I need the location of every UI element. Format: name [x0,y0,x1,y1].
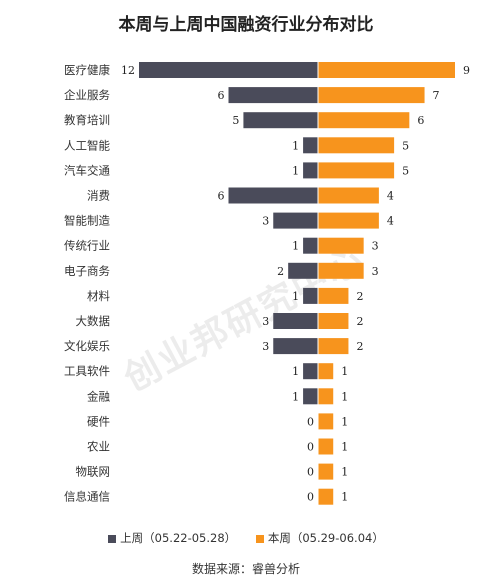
category-label: 消费 [87,189,110,203]
bar-this-week [318,488,334,505]
category-label: 企业服务 [64,88,110,102]
value-label-last-week: 3 [262,315,269,328]
value-label-this-week: 1 [341,365,348,378]
bar-last-week [273,313,318,329]
bar-this-week [318,413,334,430]
chart-title: 本周与上周中国融资行业分布对比 [118,15,374,35]
bar-this-week [318,388,334,405]
value-label-last-week: 1 [292,164,299,177]
value-label-last-week: 5 [232,114,239,127]
bar-this-week [318,237,364,254]
category-label: 工具软件 [64,364,110,378]
value-label-last-week: 3 [262,340,269,353]
category-label: 教育培训 [64,113,110,127]
value-label-this-week: 1 [341,466,348,479]
bar-last-week [243,112,318,129]
category-label: 文化娱乐 [64,339,110,353]
value-label-last-week: 6 [218,89,225,102]
value-label-this-week: 4 [387,215,394,228]
legend-item-last-week: 上周（05.22-05.28） [108,530,236,546]
bar-this-week [318,62,455,78]
bar-last-week [228,87,318,104]
bar-this-week [318,262,364,279]
category-label: 硬件 [87,414,110,428]
bar-last-week [303,363,318,380]
bar-last-week [228,187,318,204]
value-label-this-week: 3 [372,240,379,253]
bar-last-week [303,162,318,179]
legend-item-this-week: 本周（05.29-06.04） [255,530,384,546]
value-label-this-week: 5 [402,139,409,152]
value-label-this-week: 2 [356,340,363,353]
bar-this-week [318,438,334,455]
value-label-this-week: 6 [417,114,424,127]
bar-last-week [303,137,318,154]
category-label: 智能制造 [64,214,110,228]
value-label-last-week: 12 [121,64,135,77]
legend: 上周（05.22-05.28） 本周（05.29-06.04） [0,530,492,546]
value-label-last-week: 0 [307,415,314,428]
bar-this-week [318,212,379,229]
bar-this-week [318,162,395,179]
category-label: 传统行业 [64,239,110,253]
category-label: 材料 [87,289,110,303]
value-label-last-week: 1 [292,139,299,152]
bar-this-week [318,363,334,380]
bar-last-week [303,388,318,405]
value-label-last-week: 2 [277,265,284,278]
category-label: 大数据 [76,314,111,328]
bar-last-week [273,338,318,355]
value-label-last-week: 0 [307,466,314,479]
category-label: 汽车交通 [64,163,110,177]
value-label-this-week: 3 [372,265,379,278]
value-label-last-week: 1 [292,290,299,303]
category-label: 信息通信 [64,490,110,504]
category-label: 电子商务 [64,264,110,278]
category-label: 物联网 [76,465,111,479]
bar-this-week [318,137,395,154]
value-label-this-week: 9 [463,64,470,77]
legend-swatch-this-week [255,534,264,543]
value-label-this-week: 1 [341,415,348,428]
bar-last-week [303,287,318,304]
value-label-this-week: 1 [341,441,348,454]
bar-last-week [273,212,318,229]
legend-swatch-last-week [108,534,117,543]
value-label-last-week: 1 [292,390,299,403]
source-note: 数据来源：睿兽分析 [191,562,300,576]
bar-this-week [318,313,349,329]
bar-this-week [318,112,410,129]
bar-last-week [288,262,318,279]
value-label-last-week: 0 [307,441,314,454]
category-label: 农业 [87,440,110,454]
category-label: 人工智能 [64,138,110,152]
bar-this-week [318,338,349,355]
value-label-this-week: 7 [433,89,440,102]
value-label-this-week: 2 [356,315,363,328]
bar-last-week [303,237,318,254]
category-label: 金融 [87,389,110,403]
value-label-last-week: 0 [307,491,314,504]
category-label: 医疗健康 [64,63,110,77]
value-label-this-week: 2 [356,290,363,303]
value-label-this-week: 5 [402,164,409,177]
value-label-this-week: 1 [341,390,348,403]
bar-this-week [318,463,334,480]
value-label-last-week: 3 [262,215,269,228]
value-label-last-week: 1 [292,240,299,253]
value-label-last-week: 1 [292,365,299,378]
bar-this-week [318,187,379,204]
legend-label-this-week: 本周（05.29-06.04） [267,531,384,545]
value-label-last-week: 6 [218,190,225,203]
value-label-this-week: 1 [341,491,348,504]
bar-last-week [139,62,318,78]
bar-this-week [318,87,425,104]
bar-this-week [318,287,349,304]
value-label-this-week: 4 [387,190,394,203]
legend-label-last-week: 上周（05.22-05.28） [120,531,237,545]
